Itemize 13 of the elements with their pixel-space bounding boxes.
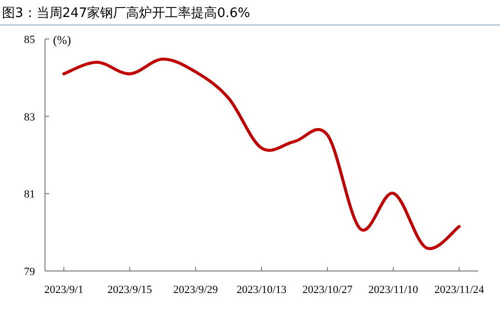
chart-title: 图3：当周247家钢厂高炉开工率提高0.6% [2, 5, 250, 21]
x-tick-label: 2023/9/29 [173, 284, 218, 296]
y-axis-title: (%) [53, 33, 71, 47]
y-tick-label: 83 [24, 111, 36, 124]
x-tick-label: 2023/9/15 [107, 284, 153, 296]
x-tick-label: 2023/10/13 [236, 284, 288, 296]
y-tick-label: 81 [24, 188, 35, 201]
x-tick-label: 2023/11/24 [434, 284, 485, 296]
x-tick-label: 2023/9/1 [44, 284, 84, 296]
x-tick-label: 2023/10/27 [302, 284, 353, 296]
y-tick-label: 85 [24, 34, 36, 46]
x-tick-label: 2023/11/10 [368, 284, 419, 296]
y-tick-label: 79 [24, 266, 36, 278]
